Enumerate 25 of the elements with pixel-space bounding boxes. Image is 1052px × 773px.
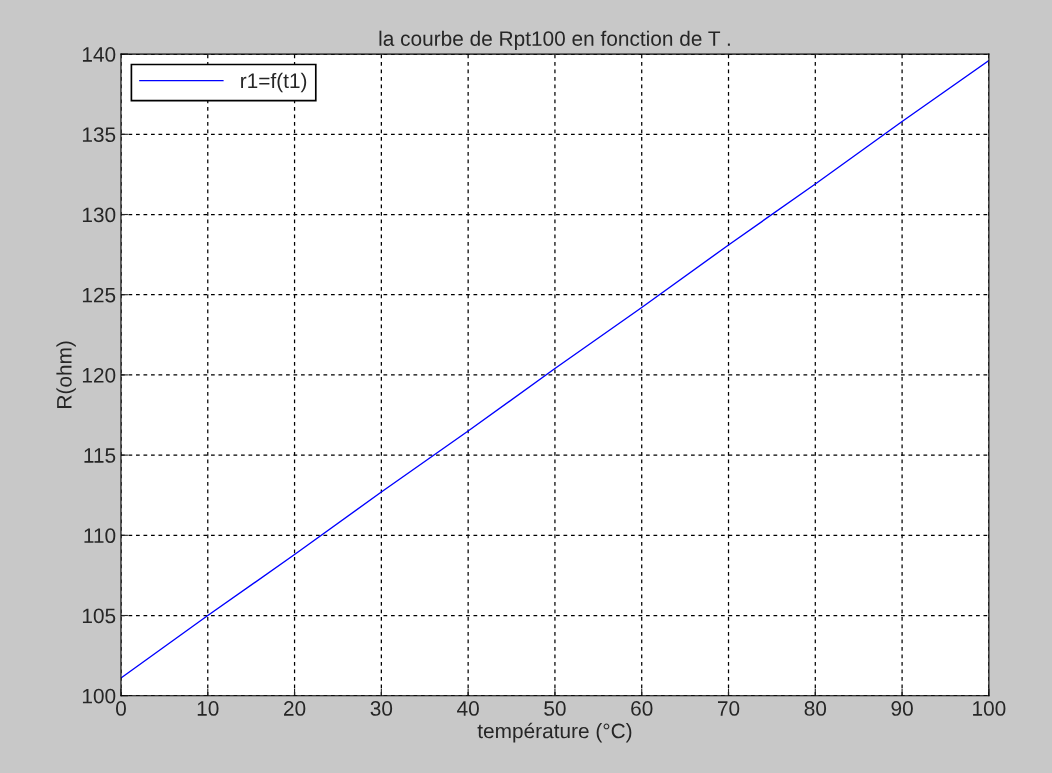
legend-label: r1=f(t1) — [241, 72, 307, 93]
x-tick-label: 30 — [370, 701, 393, 716]
x-tick-label: 50 — [544, 701, 566, 716]
y-tick-label: 125 — [82, 287, 116, 303]
chart-title: la courbe de Rpt100 en fonction de T . — [379, 30, 730, 51]
y-tick-label: 135 — [82, 127, 116, 143]
y-tick-label: 100 — [82, 688, 116, 704]
y-tick-label: 140 — [82, 47, 116, 62]
y-tick-label: 110 — [84, 528, 116, 544]
x-tick-label: 70 — [717, 701, 740, 716]
y-tick-label: 130 — [82, 207, 116, 223]
y-axis-title: R(ohm) — [56, 341, 76, 408]
x-axis-title: température (°C) — [477, 722, 632, 743]
x-tick-label: 10 — [197, 701, 219, 716]
x-tick-label: 40 — [457, 701, 479, 716]
y-tick-label: 120 — [82, 367, 116, 383]
x-tick-label: 80 — [804, 701, 827, 716]
y-tick-label: 105 — [82, 608, 116, 624]
x-tick-label: 60 — [631, 701, 653, 716]
x-tick-label: 0 — [116, 701, 126, 716]
line-series — [120, 59, 989, 679]
x-tick-label: 90 — [891, 701, 913, 716]
x-tick-label: 20 — [284, 701, 306, 716]
x-tick-label: 100 — [973, 701, 1006, 716]
y-tick-label: 115 — [84, 448, 116, 463]
